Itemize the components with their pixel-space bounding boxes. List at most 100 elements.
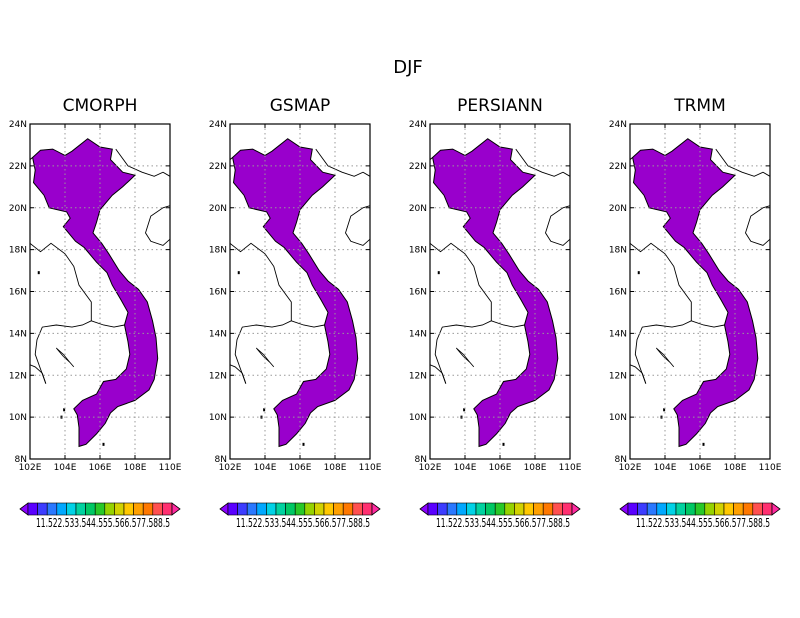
coastline-border xyxy=(30,364,47,384)
colorbar-cell xyxy=(304,502,315,516)
lon-tick-label: 102E xyxy=(19,463,42,473)
island-marker xyxy=(702,442,705,446)
lat-tick-label: 20N xyxy=(9,204,27,214)
lat-tick-label: 24N xyxy=(9,120,27,130)
lat-tick-label: 8N xyxy=(615,455,627,465)
colorbar-arrow-low xyxy=(219,502,229,516)
vietnam-precip-field xyxy=(232,138,359,448)
island-marker xyxy=(63,408,66,412)
colorbar-arrow-low xyxy=(19,502,29,516)
lon-tick-label: 104E xyxy=(254,463,277,473)
panel-title: GSMAP xyxy=(270,96,331,116)
lat-tick-label: 18N xyxy=(9,246,27,256)
colorbar-cell xyxy=(723,502,734,516)
lon-tick-label: 104E xyxy=(54,463,77,473)
coastline-border xyxy=(145,205,170,246)
lon-tick-label: 110E xyxy=(159,463,182,473)
lon-tick-label: 102E xyxy=(619,463,642,473)
island-marker xyxy=(302,442,305,446)
lon-tick-label: 106E xyxy=(289,463,312,473)
lat-tick-label: 20N xyxy=(209,204,227,214)
colorbar: 11.522.533.544.555.566.577.588.5 xyxy=(19,502,181,530)
colorbar-labels: 11.522.533.544.555.566.577.588.5 xyxy=(36,516,170,530)
colorbar-cell xyxy=(646,502,658,516)
colorbar-cell xyxy=(714,502,725,516)
colorbar: 11.522.533.544.555.566.577.588.5 xyxy=(419,502,581,530)
coastline-border xyxy=(230,364,247,384)
lat-tick-label: 16N xyxy=(9,288,27,298)
coastline-border xyxy=(491,320,525,328)
lat-tick-label: 10N xyxy=(209,413,227,423)
lat-tick-label: 22N xyxy=(409,162,427,172)
colorbar-arrow-high xyxy=(171,502,181,516)
colorbar-cell xyxy=(666,502,677,516)
lake-outline xyxy=(655,347,675,368)
colorbar-cell xyxy=(227,502,238,516)
lon-tick-label: 106E xyxy=(689,463,712,473)
coastline-border xyxy=(691,320,725,328)
colorbar-cell xyxy=(142,502,154,516)
lat-tick-label: 10N xyxy=(9,413,27,423)
colorbar-cell xyxy=(266,502,277,516)
lat-tick-label: 10N xyxy=(409,413,427,423)
coastline-border xyxy=(30,242,92,384)
colorbar-cell xyxy=(562,502,573,516)
lat-tick-label: 18N xyxy=(209,246,227,256)
coastline-border xyxy=(745,205,770,246)
colorbar-cell xyxy=(637,502,648,516)
colorbar-labels: 11.522.533.544.555.566.577.588.5 xyxy=(236,516,370,530)
colorbar-cell xyxy=(285,502,296,516)
lat-tick-label: 8N xyxy=(415,455,427,465)
lat-tick-label: 8N xyxy=(215,455,227,465)
lat-tick-label: 12N xyxy=(9,371,27,381)
colorbar-cell xyxy=(704,502,715,516)
coastline-border xyxy=(230,242,292,384)
lat-tick-label: 14N xyxy=(9,329,27,339)
colorbar-cell xyxy=(114,502,125,516)
lat-tick-label: 12N xyxy=(209,371,227,381)
colorbar-cell xyxy=(123,502,134,516)
colorbar-cell xyxy=(275,502,286,516)
coastline-border xyxy=(115,148,170,177)
island-marker xyxy=(237,271,240,275)
coastline-border xyxy=(345,205,370,246)
colorbar-cell xyxy=(752,502,763,516)
colorbar-cell xyxy=(237,502,248,516)
colorbar-cell xyxy=(246,502,258,516)
colorbar-cell xyxy=(504,502,515,516)
lon-tick-label: 102E xyxy=(219,463,242,473)
colorbar-cell xyxy=(494,502,506,516)
lat-tick-label: 14N xyxy=(609,329,627,339)
colorbar-arrow-high xyxy=(771,502,781,516)
island-marker xyxy=(263,408,266,412)
colorbar-cell xyxy=(627,502,638,516)
lon-tick-label: 106E xyxy=(89,463,112,473)
panel-title: CMORPH xyxy=(63,96,138,116)
colorbar-cell xyxy=(256,502,267,516)
colorbar-arrow-low xyxy=(619,502,629,516)
lon-tick-label: 108E xyxy=(124,463,147,473)
colorbar-cell xyxy=(466,502,477,516)
island-marker xyxy=(37,271,40,275)
vietnam-precip-field xyxy=(632,138,759,448)
lat-tick-label: 12N xyxy=(609,371,627,381)
coastline-border xyxy=(315,148,370,177)
lat-tick-label: 16N xyxy=(609,288,627,298)
colorbar-cell xyxy=(333,502,344,516)
colorbar-labels: 11.522.533.544.555.566.577.588.5 xyxy=(636,516,770,530)
panel-title: PERSIANN xyxy=(457,96,543,116)
lon-tick-label: 110E xyxy=(359,463,382,473)
colorbar-cell xyxy=(75,502,86,516)
colorbar-cell xyxy=(514,502,525,516)
lat-tick-label: 24N xyxy=(409,120,427,130)
lat-tick-label: 22N xyxy=(9,162,27,172)
colorbar-cell xyxy=(352,502,363,516)
colorbar-arrow-high xyxy=(571,502,581,516)
island-marker xyxy=(102,442,105,446)
colorbar-cell xyxy=(362,502,373,516)
colorbar-cell xyxy=(542,502,554,516)
island-marker xyxy=(463,408,466,412)
